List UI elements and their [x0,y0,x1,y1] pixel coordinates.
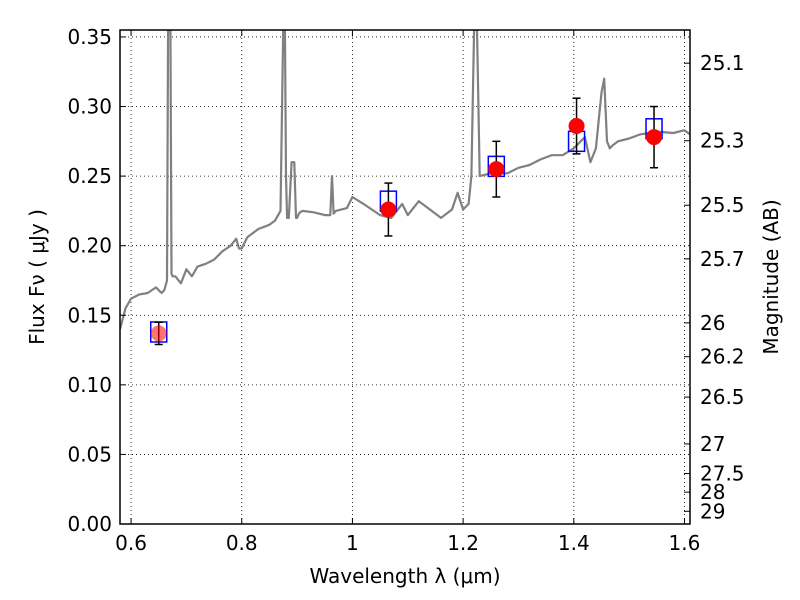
observed-point [568,118,585,135]
y2-tick-label: 27 [700,432,725,456]
y-tick-label: 0.05 [67,442,112,466]
y2-tick-label: 25.7 [700,247,745,271]
y-tick-label: 0.00 [67,512,112,536]
y2-tick-label: 25.5 [700,193,745,217]
y-tick-label: 0.15 [67,303,112,327]
y2-tick-label: 26.2 [700,345,745,369]
y2-tick-label: 25.1 [700,51,745,75]
y-tick-label: 0.30 [67,95,112,119]
series-group [120,30,690,330]
y2-tick-label: 27.5 [700,461,745,485]
x-axis: 0.6 0.8 1 1.2 1.4 1.6 [115,30,700,555]
y-tick-label: 0.20 [67,234,112,258]
markers-group [149,97,663,346]
y2-axis-label: Magnitude (AB) [759,199,783,354]
y-axis: 0.00 0.05 0.10 0.15 0.20 0.25 0.30 0.35 [67,25,126,536]
x-tick-label: 0.8 [226,531,258,555]
observed-point [488,161,505,178]
y2-tick-label: 29 [700,499,725,523]
x-tick-label: 1.6 [669,531,701,555]
y-axis-label: Flux Fν ( μJy ) [25,209,49,345]
y-tick-label: 0.35 [67,25,112,49]
spectrum-line [120,30,690,330]
y2-tick-label: 26 [700,311,725,335]
x-tick-label: 0.6 [115,531,147,555]
plot-frame [119,29,691,525]
y-tick-label: 0.25 [67,164,112,188]
x-axis-label: Wavelength λ (μm) [309,564,500,588]
y2-tick-label: 28 [700,480,725,504]
x-tick-label: 1.4 [558,531,590,555]
y-tick-label: 0.10 [67,373,112,397]
y2-tick-label: 26.5 [700,385,745,409]
x-tick-label: 1.2 [447,531,479,555]
observed-point [646,129,663,146]
observed-point [150,325,167,342]
plot-area [120,30,690,346]
y2-tick-label: 25.3 [700,129,745,153]
x-tick-label: 1 [346,531,359,555]
observed-point [380,201,397,218]
